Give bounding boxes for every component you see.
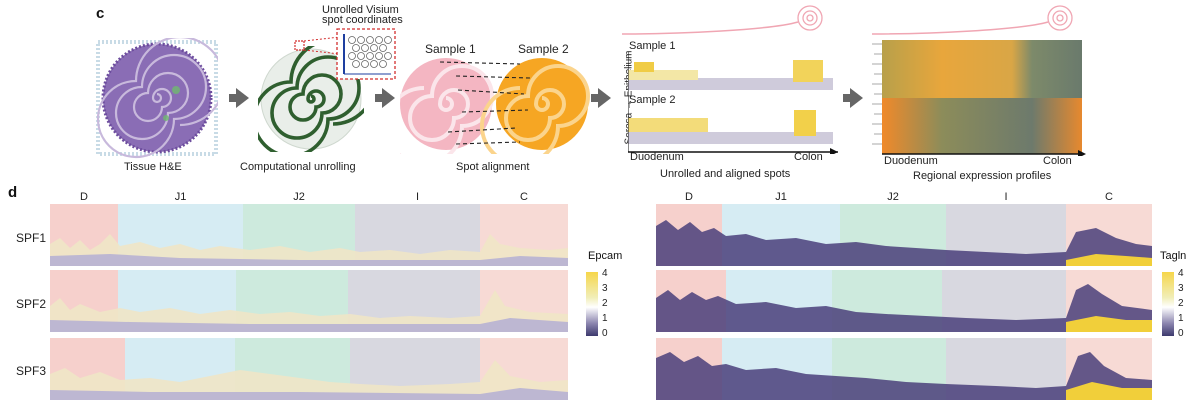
left-tick-3: 3 (602, 283, 608, 294)
heatmap-x-start: Duodenum (884, 155, 938, 167)
right-tick-0: 0 (1178, 328, 1184, 339)
step4-sample1-label: Sample 1 (629, 40, 676, 52)
strand-sketch-2 (871, 5, 1073, 35)
panel-d-label: d (8, 184, 18, 201)
right-tick-3: 3 (1178, 283, 1184, 294)
right-tick-1: 1 (1178, 313, 1184, 324)
visium-spot-inset (336, 28, 396, 80)
right-region-C: C (1105, 191, 1113, 203)
step5-caption: Regional expression profiles (913, 170, 1052, 182)
right-region-J2: J2 (887, 191, 899, 203)
unrolled-strand-sketch (621, 5, 823, 35)
tagln-spf1-signal (656, 220, 1152, 266)
left-tick-4: 4 (602, 268, 608, 279)
epcam-spf2-signal (50, 290, 568, 332)
row-label-spf1: SPF1 (16, 231, 47, 245)
left-region-D: D (80, 191, 88, 203)
row-label-spf3: SPF3 (16, 364, 47, 378)
tissue-he-image (96, 38, 218, 159)
unrolling-diagram (258, 46, 364, 152)
flow-arrow-1 (229, 88, 249, 108)
heatmap-x-end: Colon (1043, 155, 1072, 167)
flow-arrow-3 (591, 88, 611, 108)
sample2-label: Sample 2 (518, 42, 569, 56)
aligned-spots-plot (628, 52, 838, 154)
epcam-track-spf1 (50, 204, 568, 266)
tagln-track-spf3 (656, 338, 1152, 400)
flow-arrow-4 (843, 88, 863, 108)
flow-arrow-2 (375, 88, 395, 108)
left-tick-0: 0 (602, 328, 608, 339)
left-region-J1: J1 (174, 191, 187, 203)
right-tick-2: 2 (1178, 298, 1184, 309)
tagln-spf2-signal (656, 284, 1152, 332)
step2-caption: Computational unrolling (240, 161, 356, 173)
right-colorbar (1162, 272, 1174, 336)
inset-title-line2: spot coordinates (322, 14, 403, 26)
right-region-J1: J1 (775, 191, 787, 203)
sample1-label: Sample 1 (425, 42, 476, 56)
left-region-C: C (520, 191, 528, 203)
left-tick-2: 2 (602, 298, 608, 309)
right-tick-4: 4 (1178, 268, 1184, 279)
panel-c-label: c (96, 5, 105, 22)
right-region-I: I (1004, 191, 1008, 203)
row-label-spf2: SPF2 (16, 297, 47, 311)
epcam-track-spf3 (50, 338, 568, 400)
left-gene-label: Epcam (588, 250, 623, 262)
inset-title-line1: Unrolled Visium (322, 4, 399, 16)
tagln-track-spf1 (656, 204, 1152, 266)
expression-heatmap (872, 40, 1086, 156)
x-axis-start: Duodenum (630, 151, 684, 163)
spot-alignment-diagram (400, 58, 590, 154)
tagln-spf3-signal (656, 352, 1152, 400)
epcam-spf3-signal (50, 360, 568, 400)
left-region-I: I (415, 191, 420, 203)
right-region-D: D (685, 191, 693, 203)
right-gene-label: Tagln (1160, 250, 1187, 262)
step1-caption: Tissue H&E (124, 161, 182, 173)
left-tick-1: 1 (602, 313, 608, 324)
step3-caption: Spot alignment (456, 161, 530, 173)
left-region-J2: J2 (293, 191, 305, 203)
x-axis-end: Colon (794, 151, 823, 163)
step4-sample2-label: Sample 2 (629, 94, 676, 106)
tagln-track-spf2 (656, 270, 1152, 332)
epcam-track-spf2 (50, 270, 568, 332)
step4-caption: Unrolled and aligned spots (660, 168, 791, 180)
left-colorbar (586, 272, 598, 336)
epcam-spf1-signal (50, 234, 568, 266)
